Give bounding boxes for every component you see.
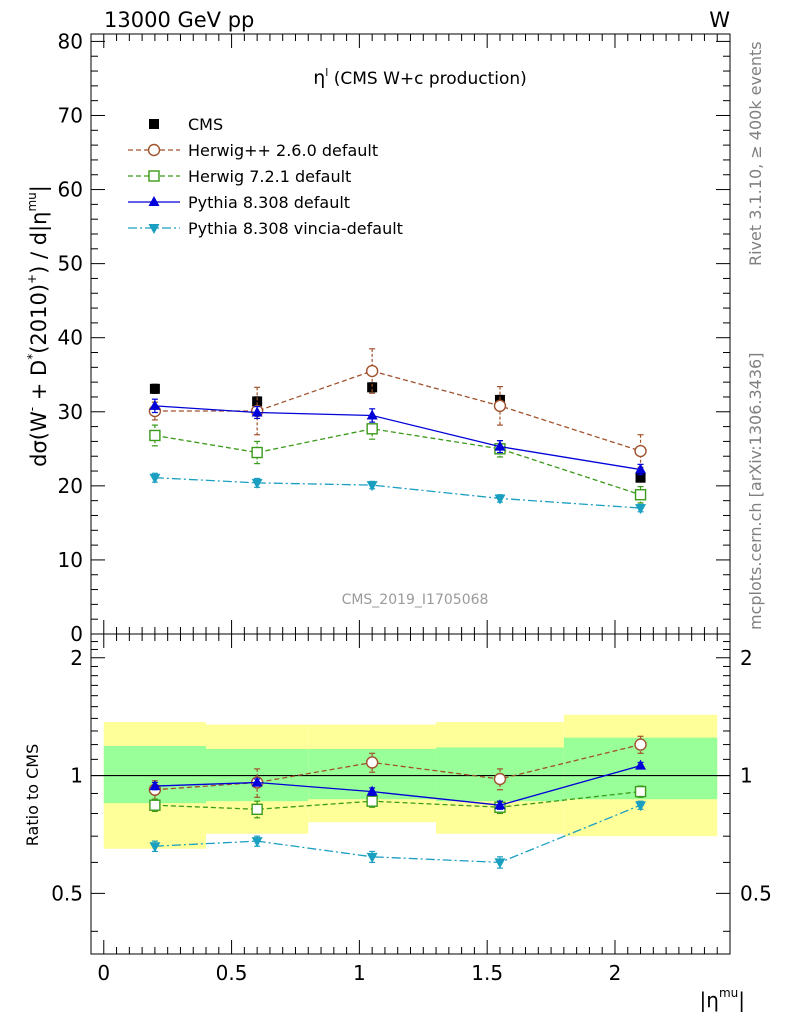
ratio-point-pythia-3 [494, 799, 506, 810]
ratio-y-axis-label: Ratio to CMS [23, 744, 42, 846]
main-point-pythia-3 [494, 440, 506, 451]
legend: CMS Herwig++ 2.6.0 default Herwig 7.2.1 de… [128, 115, 403, 238]
ratio-point-vincia-0 [149, 842, 161, 853]
ratio-xtick-label-3: 1.5 [471, 961, 503, 985]
ratio-xtick-label-2: 1 [353, 961, 366, 985]
main-y-axis-label: dσ(W- + D*(2010)+) / d|ηmu| [25, 185, 52, 467]
main-series-line-vincia [154, 477, 641, 509]
ratio-point-vincia-2 [366, 852, 378, 863]
ratio-point-vincia-1 [251, 837, 263, 848]
main-title: ηl (CMS W+c production) [313, 66, 527, 89]
main-ytick-label-0: 0 [70, 622, 83, 646]
main-point-pythia-0 [149, 399, 161, 410]
main-point-herwigpp-3 [493, 399, 507, 413]
ratio-panel: 0.5 0.5 1 1 2 2 0 0.5 1 1.5 2 Ratio to CMS |ηmu| [23, 633, 772, 1012]
ratio-point-herwigpp-2 [365, 756, 379, 769]
main-point-herwig7-2 [366, 423, 378, 435]
main-point-vincia-2 [366, 481, 378, 492]
ratio-point-pythia-0 [149, 780, 161, 791]
ratio-ytick-label-right-0: 0.5 [740, 881, 772, 905]
legend-marker-pythia [148, 196, 160, 206]
ratio-point-herwigpp-3 [493, 772, 507, 786]
ratio-point-vincia-4 [635, 801, 647, 812]
legend-label-vincia: Pythia 8.308 vincia-default [188, 219, 403, 238]
legend-marker-herwigpp [147, 143, 161, 157]
main-point-pythia-2 [366, 409, 378, 420]
main-point-cms-4 [635, 472, 646, 483]
main-ytick-label-4: 40 [58, 326, 83, 350]
ratio-ytick-label-1: 1 [70, 764, 83, 788]
ratio-ytick-label-right-1: 1 [740, 764, 753, 788]
ratio-point-herwigpp-4 [634, 738, 647, 751]
main-point-vincia-0 [149, 473, 161, 484]
main-series-line-pythia [154, 405, 641, 471]
ratio-point-pythia-1 [251, 776, 263, 787]
main-point-herwig7-4 [634, 489, 647, 501]
ratio-xtick-label-1: 0.5 [216, 961, 248, 985]
main-ytick-label-6: 60 [58, 178, 83, 202]
analysis-watermark: CMS_2019_I1705068 [342, 592, 489, 608]
main-panel: 0 10 20 30 40 50 60 70 80 ηl (CMS W+c production… [25, 29, 731, 646]
main-point-herwigpp-2 [365, 364, 379, 378]
main-ytick-label-7: 70 [58, 103, 83, 127]
main-point-cms-2 [367, 382, 378, 393]
ratio-point-herwig7-4 [634, 785, 647, 798]
legend-marker-herwig7 [148, 170, 160, 182]
main-point-herwigpp-4 [634, 444, 647, 458]
legend-label-cms: CMS [188, 115, 223, 134]
main-ytick-label-1: 10 [58, 548, 83, 572]
main-point-pythia-1 [251, 406, 263, 417]
ratio-point-herwig7-0 [149, 799, 161, 811]
main-point-pythia-4 [635, 463, 647, 474]
main-point-herwig7-0 [149, 429, 161, 442]
ratio-point-vincia-3 [494, 858, 506, 869]
ratio-point-pythia-4 [635, 759, 647, 770]
ratio-ytick-label-right-2: 2 [740, 646, 753, 670]
main-ytick-label-2: 20 [58, 474, 83, 498]
header-right: W [709, 8, 730, 32]
main-point-vincia-4 [635, 504, 647, 515]
main-ytick-label-5: 50 [58, 252, 83, 276]
legend-marker-cms [149, 119, 159, 129]
ratio-ytick-label-0: 0.5 [51, 881, 83, 905]
ratio-ytick-label-2: 2 [70, 646, 83, 670]
ratio-x-axis-label: |ηmu| [700, 986, 745, 1012]
main-ytick-label-8: 80 [58, 29, 83, 53]
main-point-cms-1 [252, 396, 263, 407]
header-left: 13000 GeV pp [104, 8, 254, 32]
mcplots-credit: mcplots.cern.ch [arXiv:1306.3436] [746, 353, 765, 630]
legend-label-herwigpp: Herwig++ 2.6.0 default [188, 141, 378, 160]
main-ytick-label-3: 30 [58, 400, 83, 424]
main-point-herwig7-1 [251, 446, 263, 459]
rivet-credit: Rivet 3.1.10, ≥ 400k events [746, 41, 765, 266]
main-frame [90, 33, 731, 635]
legend-label-pythia: Pythia 8.308 default [188, 193, 350, 212]
main-point-vincia-1 [251, 478, 263, 489]
main-series-line-herwig7 [154, 428, 641, 496]
main-point-vincia-3 [494, 494, 506, 505]
ratio-xtick-label-0: 0 [97, 961, 110, 985]
ratio-xtick-label-4: 2 [609, 961, 622, 985]
ratio-point-herwig7-2 [366, 795, 378, 807]
ratio-point-herwig7-1 [251, 803, 263, 815]
ratio-point-pythia-2 [366, 785, 378, 796]
legend-marker-vincia [148, 224, 160, 234]
main-point-cms-0 [149, 383, 160, 394]
legend-label-herwig7: Herwig 7.2.1 default [188, 167, 351, 186]
ratio-series-line-vincia [154, 804, 641, 864]
